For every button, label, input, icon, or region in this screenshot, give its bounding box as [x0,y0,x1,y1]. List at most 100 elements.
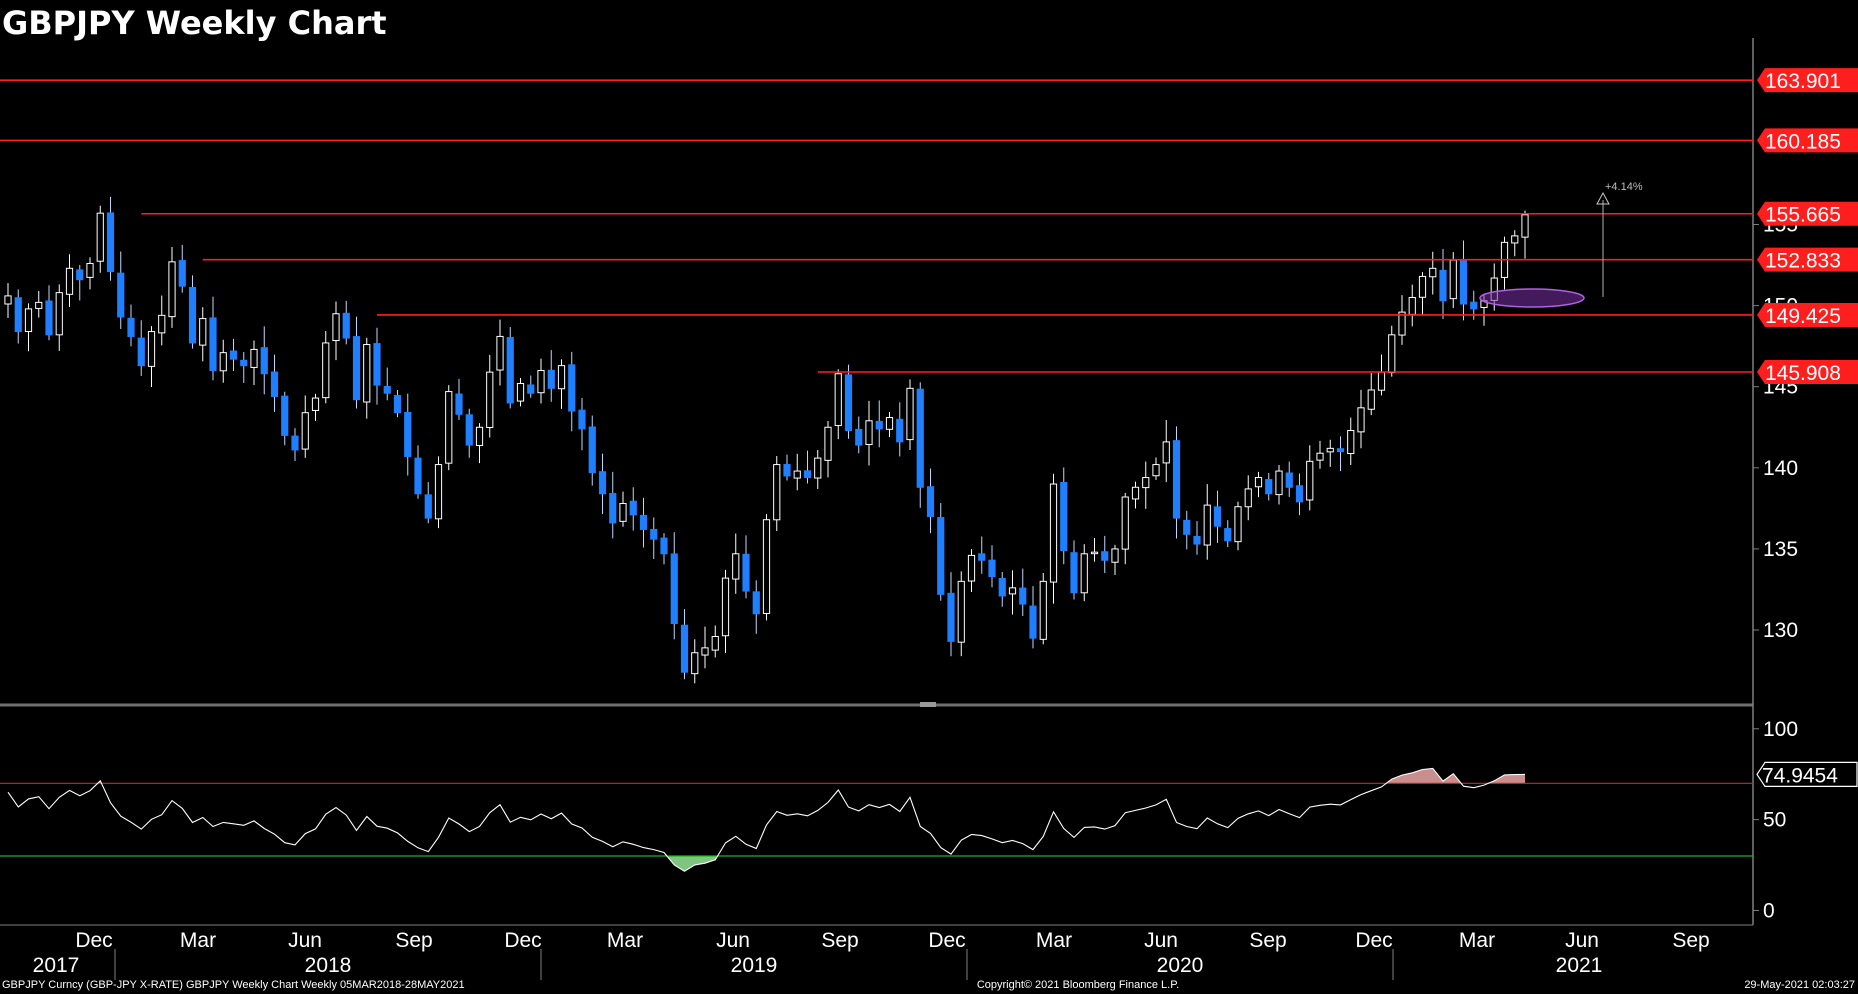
candle-up [1347,430,1355,455]
candle-down [650,528,658,540]
x-month-label: Dec [504,929,541,952]
candle-up [1398,311,1406,336]
candle-up [96,212,104,262]
candle-down [424,494,432,519]
candle-up [619,503,627,522]
candle-down [414,457,422,495]
candle-down [783,464,791,477]
x-month-label: Mar [607,929,643,952]
candle-up [1388,334,1396,374]
candle-down [465,414,473,446]
level-price-tags: 163.901 160.185 155.665 152.833 149.425 145.9… [1757,68,1858,385]
candle-down [588,426,596,474]
candle-up [1377,371,1386,391]
candle-down [45,300,53,336]
candle-down [639,514,648,530]
candle-up [957,580,965,643]
x-year-label: 2017 [33,954,80,977]
level-tag-label: 160.185 [1765,130,1841,153]
candle-down [998,577,1006,597]
candle-up [1326,447,1334,453]
candle-up [1418,275,1427,298]
x-month-label: Jun [288,929,322,952]
panel-resize-handle[interactable] [920,702,936,707]
candle-down [844,374,853,432]
candle-up [701,647,709,656]
indicator-tick-label: 100 [1763,718,1798,741]
candle-up [1511,235,1519,244]
candle-down [629,500,637,516]
candle-down [926,486,935,517]
candle-down [660,537,668,555]
candle-down [373,343,381,386]
candle-down [117,272,125,318]
x-year-label: 2018 [305,954,352,977]
candle-down [1019,587,1027,605]
candle-up [906,387,914,441]
candle-up [486,371,494,429]
candle-up [4,295,12,305]
candle-up [147,331,156,367]
x-month-label: Jun [1565,929,1599,952]
candle-down [137,337,145,367]
candle-down [578,409,586,430]
candle-down [875,420,883,430]
x-month-label: Sep [1672,929,1709,952]
footer: GBPJPY Curncy (GBP-JPY X-RATE) GBPJPY We… [2,979,1855,991]
candle-down [260,347,268,375]
candle-up [1142,477,1150,489]
candle-down [76,269,84,281]
candle-down [1470,301,1478,310]
candle-up [711,636,719,651]
indicator-axis-ticks: 0 50 100 [1753,718,1798,922]
candle-up [311,397,320,411]
candle-up [537,370,545,394]
footer-copyright: Copyright© 2021 Bloomberg Finance L.P. [977,979,1179,991]
candle-up [1111,548,1119,563]
candle-up [885,417,894,430]
candle-down [1101,551,1109,561]
candle-down [229,350,238,360]
candle-up [445,391,453,464]
range-annotation: +4.14% [1596,181,1643,297]
candle-up [516,382,525,402]
candle-up [1275,470,1283,496]
x-month-label: Mar [180,929,216,952]
indicator-line [7,767,1526,872]
candle-up [1408,297,1416,315]
candle-down [1439,269,1447,302]
candle-up [814,457,822,479]
candle-down [527,384,535,394]
candle-down [1060,482,1068,552]
range-annotation-text: +4.14% [1605,181,1643,193]
x-month-label: Sep [821,929,858,952]
candle-down [896,418,904,443]
highlight-ellipse [1479,288,1585,308]
candle-down [1183,519,1191,535]
candle-up [322,342,330,399]
candle-up [24,308,33,333]
candle-up [865,420,873,445]
candle-down [988,559,996,577]
candle-up [967,554,976,582]
candle-down [209,317,217,372]
candle-up [250,348,258,368]
candle-up [86,262,94,278]
candle-up [199,318,207,346]
candle-down [342,312,350,339]
candle-down [855,428,863,446]
x-month-label: Dec [75,929,112,952]
candle-up [1306,460,1314,501]
candle-down [106,212,115,273]
candle-down [404,411,412,457]
x-month-label: Jun [716,929,750,952]
candle-down [670,553,678,625]
candle-down [742,553,750,592]
candle-down [188,287,197,344]
candle-down [281,395,289,436]
indicator-tag-box [1756,761,1858,787]
level-tag-label: 149.425 [1765,305,1841,328]
candle-down [1213,506,1222,527]
candle-down [240,359,248,367]
